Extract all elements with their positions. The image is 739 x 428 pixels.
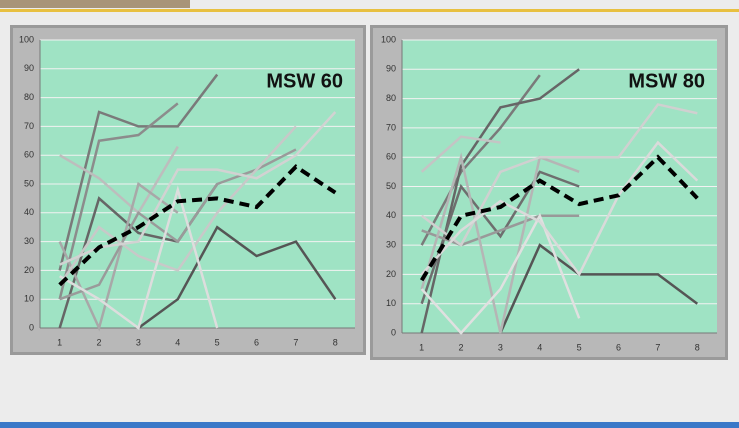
y-tick-label: 90 bbox=[386, 64, 396, 74]
x-tick-label: 3 bbox=[498, 342, 503, 352]
y-tick-label: 50 bbox=[386, 181, 396, 191]
mean-line bbox=[419, 154, 699, 282]
x-tick-label: 1 bbox=[57, 337, 62, 347]
series-line bbox=[421, 214, 580, 247]
y-tick-label: 20 bbox=[24, 265, 34, 275]
y-tick-label: 70 bbox=[386, 122, 396, 132]
series-line bbox=[420, 103, 698, 247]
x-tick-label: 2 bbox=[97, 337, 102, 347]
y-tick-label: 30 bbox=[24, 236, 34, 246]
x-tick-label: 5 bbox=[215, 337, 220, 347]
y-tick-label: 30 bbox=[386, 239, 396, 249]
header-rule bbox=[0, 9, 739, 12]
chart-title: MSW 60 bbox=[266, 70, 343, 92]
y-tick-label: 90 bbox=[24, 63, 34, 73]
x-tick-label: 7 bbox=[655, 342, 660, 352]
series-line bbox=[59, 185, 219, 331]
series-line bbox=[59, 111, 337, 266]
y-tick-label: 40 bbox=[386, 210, 396, 220]
y-tick-label: 0 bbox=[391, 327, 396, 337]
series-line bbox=[420, 170, 580, 305]
footer-bar bbox=[0, 422, 739, 428]
x-tick-label: 4 bbox=[537, 342, 542, 352]
y-tick-label: 20 bbox=[386, 269, 396, 279]
y-tick-label: 70 bbox=[24, 121, 34, 131]
y-tick-label: 10 bbox=[386, 298, 396, 308]
series-line bbox=[420, 135, 501, 173]
x-tick-label: 5 bbox=[577, 342, 582, 352]
series-line bbox=[58, 181, 179, 332]
series-line bbox=[420, 74, 541, 246]
x-tick-label: 2 bbox=[459, 342, 464, 352]
series-line bbox=[58, 102, 179, 300]
y-tick-label: 100 bbox=[381, 34, 396, 44]
x-tick-label: 8 bbox=[695, 342, 700, 352]
series-line bbox=[58, 125, 297, 286]
x-tick-label: 7 bbox=[293, 337, 298, 347]
y-tick-label: 100 bbox=[19, 34, 34, 44]
y-tick-label: 80 bbox=[24, 92, 34, 102]
chart-title: MSW 80 bbox=[628, 70, 705, 92]
x-tick-label: 8 bbox=[333, 337, 338, 347]
series-line bbox=[420, 212, 581, 335]
y-tick-label: 40 bbox=[24, 207, 34, 217]
y-tick-label: 10 bbox=[24, 294, 34, 304]
x-tick-label: 4 bbox=[175, 337, 180, 347]
series-line bbox=[59, 145, 179, 215]
x-tick-label: 6 bbox=[254, 337, 259, 347]
y-tick-label: 80 bbox=[386, 93, 396, 103]
x-tick-label: 3 bbox=[136, 337, 141, 347]
y-tick-label: 50 bbox=[24, 178, 34, 188]
y-tick-label: 0 bbox=[29, 322, 34, 332]
header-image bbox=[0, 0, 190, 8]
x-tick-label: 1 bbox=[419, 342, 424, 352]
x-tick-label: 6 bbox=[616, 342, 621, 352]
series-line bbox=[58, 73, 219, 271]
series-line bbox=[420, 140, 699, 277]
series-line bbox=[499, 243, 699, 334]
mean-line bbox=[58, 164, 337, 287]
series-line bbox=[420, 152, 580, 334]
y-tick-label: 60 bbox=[24, 150, 34, 160]
y-tick-label: 60 bbox=[386, 152, 396, 162]
series-line bbox=[137, 225, 337, 330]
